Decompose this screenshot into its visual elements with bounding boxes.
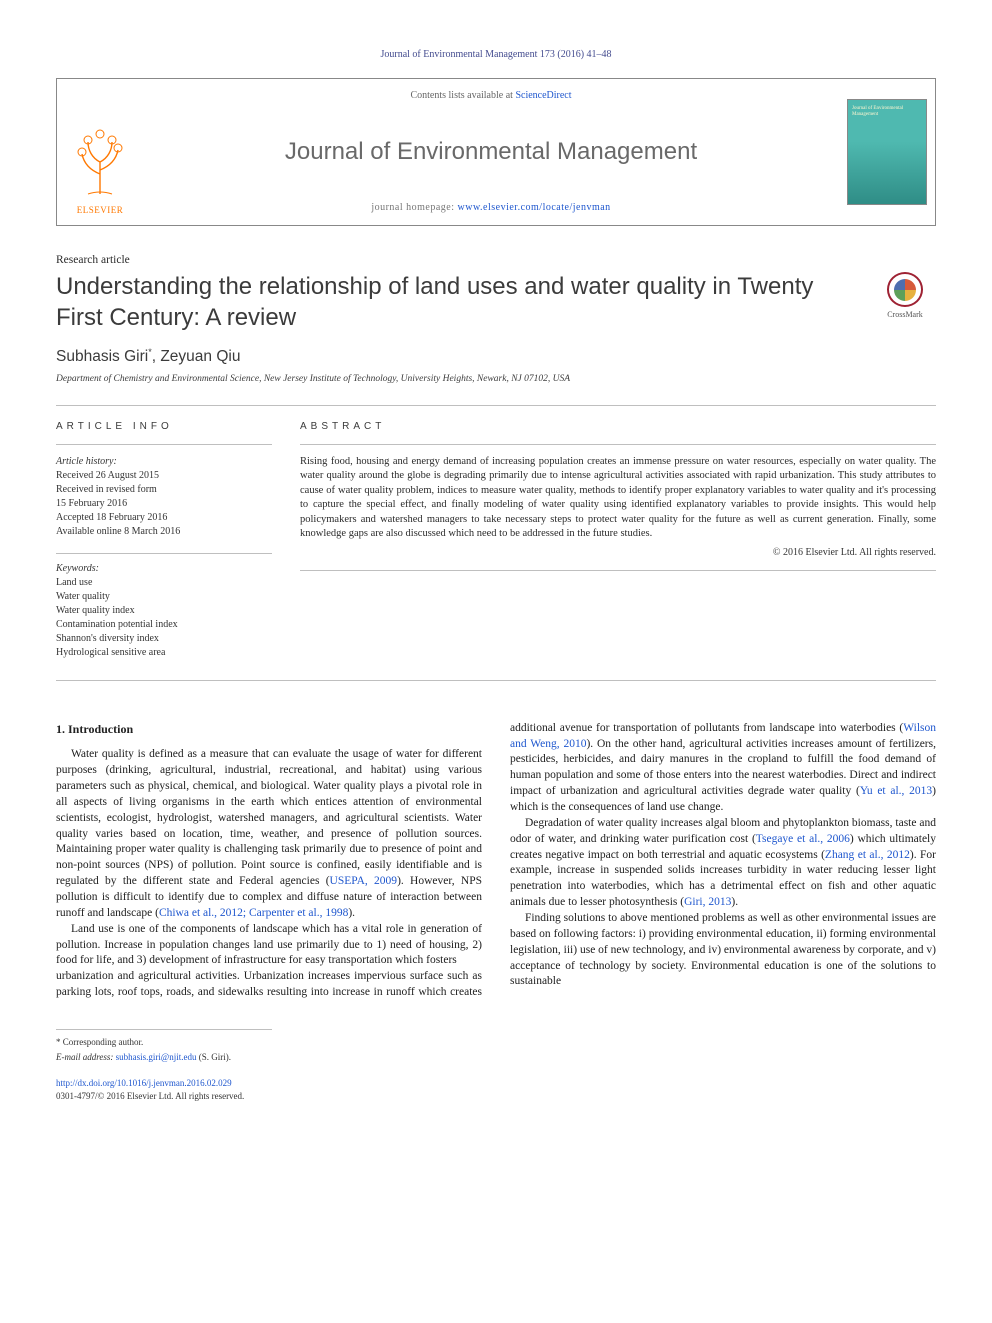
crossmark-widget[interactable]: CrossMark <box>874 272 936 320</box>
homepage-prefix: journal homepage: <box>371 202 457 213</box>
divider-keywords <box>56 553 272 554</box>
email-suffix: (S. Giri). <box>199 1052 231 1062</box>
keyword: Contamination potential index <box>56 618 272 632</box>
keyword: Hydrological sensitive area <box>56 646 272 660</box>
author-email-link[interactable]: subhasis.giri@njit.edu <box>116 1052 197 1062</box>
body-paragraph: Degradation of water quality increases a… <box>510 816 936 911</box>
email-label: E-mail address: <box>56 1052 113 1062</box>
journal-reference: Journal of Environmental Management 173 … <box>56 48 936 62</box>
history-line: 15 February 2016 <box>56 497 272 511</box>
affiliation: Department of Chemistry and Environmenta… <box>56 373 936 386</box>
keyword: Land use <box>56 576 272 590</box>
email-line: E-mail address: subhasis.giri@njit.edu (… <box>56 1051 272 1064</box>
crossmark-label: CrossMark <box>887 309 923 320</box>
elsevier-tree-icon <box>70 124 130 198</box>
cover-thumb-title: Journal of Environmental Management <box>852 106 922 117</box>
author-list: Subhasis Giri*, Zeyuan Qiu <box>56 346 936 368</box>
header-middle: Contents lists available at ScienceDirec… <box>143 79 839 225</box>
body-columns: 1. Introduction Water quality is defined… <box>56 721 936 1001</box>
abstract-copyright: © 2016 Elsevier Ltd. All rights reserved… <box>300 546 936 560</box>
sciencedirect-link[interactable]: ScienceDirect <box>515 90 571 101</box>
doi-block: http://dx.doi.org/10.1016/j.jenvman.2016… <box>56 1077 936 1102</box>
journal-header-box: ELSEVIER Contents lists available at Sci… <box>56 78 936 226</box>
abstract-text: Rising food, housing and energy demand o… <box>300 455 936 542</box>
body-paragraph: Finding solutions to above mentioned pro… <box>510 911 936 990</box>
citation-link[interactable]: Chiwa et al., 2012; Carpenter et al., 19… <box>159 907 348 919</box>
citation-link[interactable]: Giri, 2013 <box>684 896 731 908</box>
section-title: 1. Introduction <box>56 721 482 738</box>
citation-link[interactable]: Yu et al., 2013 <box>860 785 932 797</box>
article-type-label: Research article <box>56 252 936 268</box>
paper-title: Understanding the relationship of land u… <box>56 272 860 333</box>
corresponding-author-note: * Corresponding author. <box>56 1036 272 1049</box>
history-line: Received in revised form <box>56 483 272 497</box>
journal-homepage-link[interactable]: www.elsevier.com/locate/jenvman <box>458 202 611 213</box>
crossmark-badge-icon <box>887 272 923 307</box>
page-root: Journal of Environmental Management 173 … <box>0 0 992 1150</box>
citation-link[interactable]: USEPA, 2009 <box>330 875 398 887</box>
doi-link[interactable]: http://dx.doi.org/10.1016/j.jenvman.2016… <box>56 1078 232 1088</box>
footnotes-block: * Corresponding author. E-mail address: … <box>56 1029 272 1063</box>
body-paragraph: Water quality is defined as a measure th… <box>56 747 482 921</box>
publisher-logo-text: ELSEVIER <box>70 204 130 217</box>
publisher-logo-column: ELSEVIER <box>57 79 143 225</box>
article-info-column: ARTICLE INFO Article history: Received 2… <box>56 420 272 674</box>
keywords-label: Keywords: <box>56 562 272 576</box>
journal-name: Journal of Environmental Management <box>147 135 835 169</box>
keyword: Water quality <box>56 590 272 604</box>
keyword: Shannon's diversity index <box>56 632 272 646</box>
contents-available-line: Contents lists available at ScienceDirec… <box>147 89 835 103</box>
info-abstract-row: ARTICLE INFO Article history: Received 2… <box>56 406 936 680</box>
title-row: Understanding the relationship of land u… <box>56 272 936 345</box>
history-line: Available online 8 March 2016 <box>56 525 272 539</box>
keywords-block: Keywords: Land use Water quality Water q… <box>56 562 272 660</box>
abstract-column: ABSTRACT Rising food, housing and energy… <box>300 420 936 674</box>
history-label: Article history: <box>56 455 272 469</box>
cover-thumbnail-column: Journal of Environmental Management <box>839 79 935 225</box>
contents-prefix: Contents lists available at <box>410 90 515 101</box>
abstract-head: ABSTRACT <box>300 420 936 434</box>
body-paragraph: Land use is one of the components of lan… <box>56 922 482 970</box>
divider-abstract <box>300 444 936 445</box>
crossmark-inner-icon <box>894 279 916 301</box>
issn-copyright-line: 0301-4797/© 2016 Elsevier Ltd. All right… <box>56 1090 936 1103</box>
article-history-block: Article history: Received 26 August 2015… <box>56 455 272 539</box>
history-line: Accepted 18 February 2016 <box>56 511 272 525</box>
article-info-head: ARTICLE INFO <box>56 420 272 434</box>
body-text: ). <box>731 896 738 908</box>
history-line: Received 26 August 2015 <box>56 469 272 483</box>
citation-link[interactable]: Zhang et al., 2012 <box>825 849 910 861</box>
divider-abstract-bottom <box>300 570 936 571</box>
publisher-logo: ELSEVIER <box>70 124 130 217</box>
body-text: Water quality is defined as a measure th… <box>56 748 482 887</box>
keyword: Water quality index <box>56 604 272 618</box>
citation-link[interactable]: Tsegaye et al., 2006 <box>756 833 850 845</box>
divider-info <box>56 444 272 445</box>
divider-body-top <box>56 680 936 681</box>
body-text: ). <box>348 907 355 919</box>
journal-homepage-line: journal homepage: www.elsevier.com/locat… <box>147 201 835 215</box>
journal-cover-thumbnail: Journal of Environmental Management <box>847 99 927 205</box>
